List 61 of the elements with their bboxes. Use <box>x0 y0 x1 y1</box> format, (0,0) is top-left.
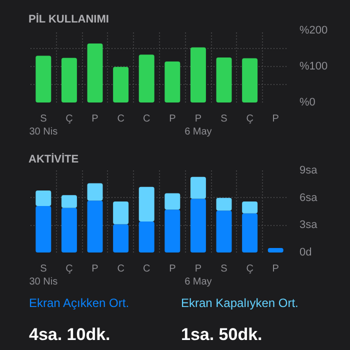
x-tick-label: C <box>142 114 150 124</box>
x-tick-label: C <box>142 264 150 274</box>
bar <box>36 206 52 252</box>
x-tick-label: S <box>220 114 228 124</box>
x-tick-label: Ç <box>66 114 73 124</box>
x-tick-label: Ç <box>246 264 254 274</box>
x-tick-label: S <box>220 264 228 274</box>
y-tick-label: %100 <box>300 60 328 72</box>
bar <box>113 66 129 102</box>
x-tick-label: C <box>117 264 124 274</box>
x-tick-label: P 6 May <box>184 114 212 138</box>
text: Ekran Açıkken Ort. <box>29 295 130 312</box>
bar <box>61 195 77 208</box>
bar <box>242 201 258 214</box>
bar <box>190 198 206 252</box>
y-tick-label: 9sa <box>300 164 318 176</box>
bar <box>138 222 154 252</box>
x-tick-label: P <box>169 264 176 274</box>
text: 1sa. 50dk. <box>181 324 262 346</box>
x-tick-label: Ç <box>66 264 73 274</box>
bar <box>164 61 180 102</box>
x-tick-label: P <box>272 264 280 274</box>
x-tick-label: Ç <box>246 114 254 124</box>
bar <box>190 176 206 199</box>
bar <box>190 47 206 102</box>
x-tick-label: S 30 Nis <box>29 264 58 288</box>
bar <box>164 210 180 252</box>
y-tick-label: 3sa <box>300 219 318 232</box>
bar <box>113 201 129 224</box>
bar <box>216 198 232 211</box>
bar <box>61 58 77 102</box>
x-tick-label: S 30 Nis <box>29 114 58 138</box>
bar <box>242 213 258 252</box>
bar <box>113 224 129 252</box>
text: Ekran Kapalıyken Ort. <box>181 295 298 312</box>
bar <box>138 54 154 102</box>
bar <box>87 183 103 201</box>
bar <box>216 58 232 102</box>
x-tick-label: P <box>92 114 99 124</box>
x-tick-label: C <box>117 114 124 124</box>
bar <box>164 193 180 210</box>
text: 4sa. 10dk. <box>29 324 110 346</box>
bar <box>36 190 52 206</box>
bar <box>138 186 154 222</box>
y-tick-label: 0d <box>300 246 312 258</box>
x-tick-label: P <box>272 114 280 124</box>
x-tick-label: P 6 May <box>184 264 212 288</box>
bar <box>87 200 103 252</box>
y-tick-label: 6sa <box>300 192 318 204</box>
bar <box>216 210 232 252</box>
bar <box>242 58 258 102</box>
chart-title: PİL KULLANIMI <box>28 12 109 26</box>
bar <box>61 208 77 252</box>
x-tick-label: P <box>169 114 176 124</box>
chart-title: AKTİVİTE <box>28 152 79 166</box>
y-tick-label: %200 <box>300 24 328 36</box>
x-tick-label: P <box>92 264 99 274</box>
bar <box>268 248 284 252</box>
bar <box>87 43 103 102</box>
y-tick-label: %0 <box>300 96 316 108</box>
bar <box>36 56 52 102</box>
